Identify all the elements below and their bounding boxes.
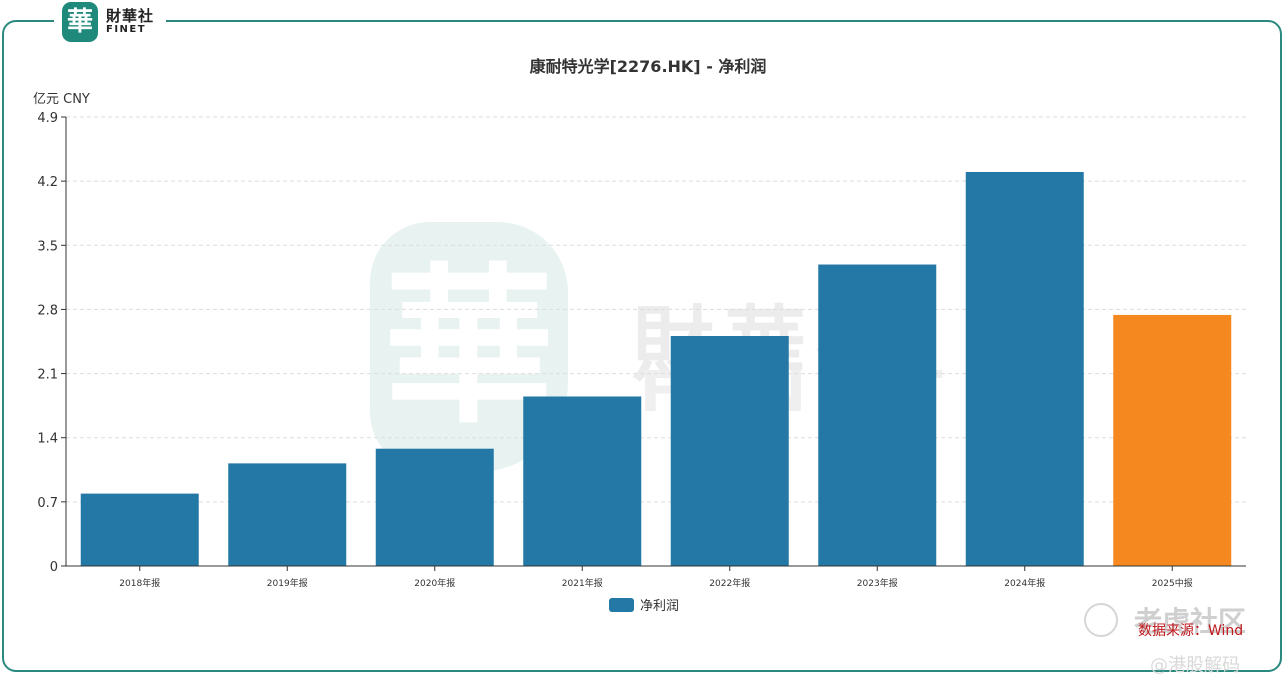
axis-layer: 0 0.7 1.4 2.1 2.8 3.5 4.2 4.9 2018年报 2019年报 2020年报… (37, 111, 1246, 589)
bar (818, 264, 937, 566)
finet-logo: 華 財華社 FINET (54, 0, 166, 44)
x-tick-label: 2021年报 (562, 577, 603, 589)
x-tick-label: 2025中报 (1152, 577, 1193, 589)
x-tick-label: 2020年报 (414, 577, 455, 589)
y-tick-label: 2.8 (37, 303, 58, 318)
y-tick-label: 0 (50, 560, 58, 575)
logo-name-cn: 財華社 (106, 7, 155, 25)
x-tick-label: 2023年报 (857, 577, 898, 589)
legend-swatch (609, 597, 634, 612)
x-tick-label: 2024年报 (1004, 577, 1045, 589)
y-tick-label: 0.7 (37, 496, 58, 511)
bar (375, 448, 494, 566)
bar (965, 171, 1084, 566)
y-tick-label: 2.1 (37, 368, 58, 383)
y-tick-label: 1.4 (37, 432, 58, 447)
bar (1113, 314, 1232, 566)
bottom-watermark: @港股解码 (1150, 655, 1240, 676)
logo-seal-icon: 華 (62, 2, 98, 42)
y-tick-label: 4.9 (37, 111, 58, 126)
y-axis-unit: 亿元 CNY (33, 92, 90, 107)
bar (80, 493, 199, 566)
y-tick-label: 4.2 (37, 175, 58, 190)
bar (228, 463, 347, 566)
bar-layer (80, 171, 1232, 566)
y-tick-label: 3.5 (37, 239, 58, 254)
chart-title: 康耐特光学[2276.HK] - 净利润 (529, 57, 767, 76)
legend[interactable]: 净利润 (609, 595, 679, 614)
tiger-community-icon (1084, 603, 1118, 637)
legend-label: 净利润 (640, 599, 680, 614)
x-tick-label: 2022年报 (709, 577, 750, 589)
x-tick-label: 2018年报 (119, 577, 160, 589)
corner-watermark: 老虎社区 (1134, 605, 1247, 638)
logo-name-en: FINET (106, 24, 147, 35)
bar (670, 336, 789, 566)
source-note: 数据来源：Wind (1138, 623, 1244, 639)
x-tick-label: 2019年报 (267, 577, 308, 589)
bar (523, 396, 642, 566)
